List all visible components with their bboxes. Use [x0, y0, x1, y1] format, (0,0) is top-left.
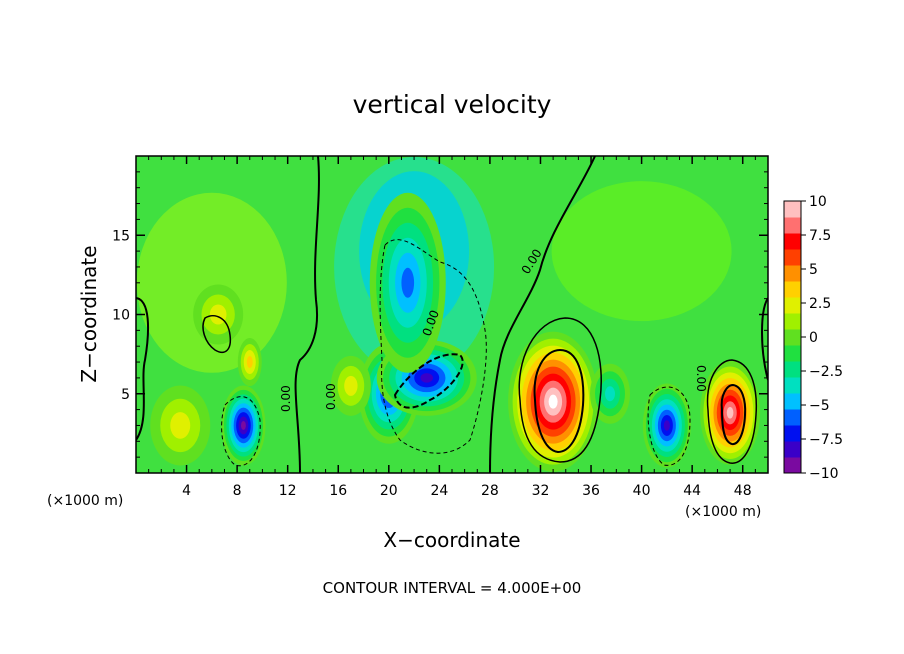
- x-tick-label: 24: [430, 483, 448, 499]
- colorbar-tick-label: 10: [809, 194, 827, 210]
- x-tick-label: 36: [582, 483, 600, 499]
- velocity-cell: [401, 267, 415, 298]
- velocity-cell: [663, 420, 670, 431]
- velocity-cell: [605, 386, 615, 402]
- velocity-field: [136, 156, 761, 472]
- colorbar-swatch: [784, 281, 801, 298]
- x-tick-label: 28: [481, 483, 499, 499]
- velocity-cell: [240, 421, 246, 430]
- x-tick-label: 20: [380, 483, 398, 499]
- velocity-cell: [170, 412, 191, 439]
- zero-contour-center: [489, 156, 596, 473]
- pos-contour-32: [518, 317, 602, 463]
- x-tick-label: 8: [233, 483, 242, 499]
- x-tick-label: 4: [182, 483, 191, 499]
- colorbar-ticks: 10 7.5 5 2.5 0 −2.5 −5 −7.5 −10: [801, 194, 843, 482]
- colorbar-tick-label: 2.5: [809, 296, 831, 312]
- zero-contour-right: [761, 297, 768, 381]
- zero-contour-left: [294, 156, 320, 473]
- colorbar-swatch: [784, 329, 801, 346]
- colorbar-swatch: [784, 265, 801, 282]
- colorbar-tick-label: 5: [809, 262, 818, 278]
- colorbar-swatch: [784, 297, 801, 314]
- plot-area: 0.00 0.00 0.00 0.00 0.00 4 8 12 16 20 24 28 32 3…: [112, 155, 769, 499]
- pos-contour-47-inner: [720, 383, 747, 446]
- field-background-patch: [136, 192, 287, 373]
- velocity-cell: [548, 394, 558, 409]
- velocity-cell: [246, 356, 253, 369]
- x-unit-label-right: (×1000 m): [685, 504, 761, 520]
- colorbar-swatch: [784, 249, 801, 266]
- y-tick-label: 10: [112, 308, 130, 324]
- colorbar-swatch: [784, 457, 801, 474]
- contour-label: 0.00: [694, 365, 708, 392]
- pos-contour-6: [202, 314, 232, 354]
- y-axis-label: Z−coordinate: [77, 245, 101, 382]
- zero-contour-wave-left: [136, 297, 149, 441]
- x-axis-ticks: 4 8 12 16 20 24 28 32 36 40 44 48: [148, 156, 756, 499]
- x-tick-label: 12: [279, 483, 297, 499]
- contour-labels: 0.00 0.00 0.00 0.00 0.00: [279, 247, 708, 412]
- y-axis-ticks: 5 10 15: [112, 171, 768, 458]
- colorbar-swatches: [784, 201, 801, 474]
- colorbar: 10 7.5 5 2.5 0 −2.5 −5 −7.5 −10: [783, 194, 843, 482]
- chart-title: vertical velocity: [353, 90, 552, 119]
- colorbar-swatch: [784, 345, 801, 362]
- x-axis-label: X−coordinate: [383, 528, 520, 552]
- colorbar-swatch: [784, 217, 801, 234]
- colorbar-swatch: [784, 393, 801, 410]
- contour-label: 0.00: [324, 383, 338, 410]
- velocity-cell: [420, 373, 433, 383]
- x-unit-label-left: (×1000 m): [47, 493, 123, 509]
- velocity-cell: [726, 406, 734, 419]
- x-tick-label: 16: [329, 483, 347, 499]
- colorbar-tick-label: 0: [809, 330, 818, 346]
- neg-contour-core: [393, 353, 464, 409]
- colorbar-swatch: [784, 425, 801, 442]
- contour-label: 0.00: [279, 385, 293, 412]
- colorbar-tick-label: −2.5: [809, 364, 843, 380]
- y-tick-label: 5: [121, 387, 130, 403]
- x-tick-label: 32: [532, 483, 550, 499]
- colorbar-tick-label: −7.5: [809, 432, 843, 448]
- x-tick-label: 48: [734, 483, 752, 499]
- colorbar-swatch: [784, 201, 801, 218]
- colorbar-swatch: [784, 409, 801, 426]
- colorbar-swatch: [784, 361, 801, 378]
- field-background-patch: [551, 181, 732, 322]
- y-tick-label: 15: [112, 228, 130, 244]
- neg-contour-left: [221, 396, 261, 467]
- colorbar-swatch: [784, 441, 801, 458]
- x-tick-label: 44: [683, 483, 701, 499]
- colorbar-swatch: [784, 233, 801, 250]
- colorbar-swatch: [784, 377, 801, 394]
- contour-lines: [136, 156, 768, 473]
- colorbar-swatch: [784, 313, 801, 330]
- neg-contour-center: [379, 239, 487, 454]
- contour-interval: CONTOUR INTERVAL = 4.000E+00: [323, 579, 582, 597]
- velocity-cell: [344, 375, 358, 396]
- x-tick-label: 40: [633, 483, 651, 499]
- neg-contour-right: [647, 386, 691, 466]
- colorbar-tick-label: −10: [809, 466, 839, 482]
- colorbar-tick-label: 7.5: [809, 228, 831, 244]
- colorbar-tick-label: −5: [809, 398, 830, 414]
- pos-contour-32-inner: [533, 348, 585, 454]
- pos-contour-47: [706, 359, 758, 464]
